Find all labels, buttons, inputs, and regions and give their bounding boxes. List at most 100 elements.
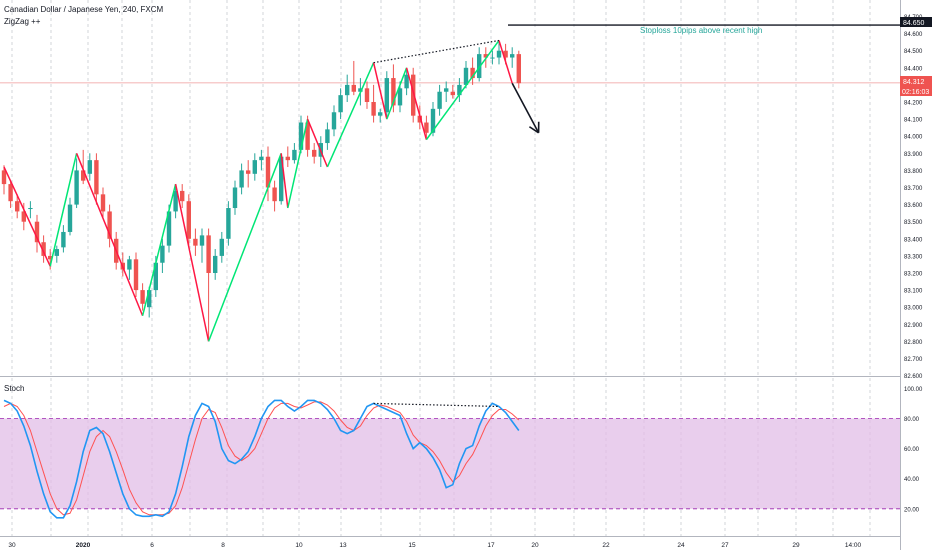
price-pane [0, 24, 900, 342]
candle-body [74, 170, 79, 205]
time-tick-label: 20 [531, 542, 539, 549]
price-tick-label: 84.500 [904, 49, 923, 55]
stoch-d-line [3, 401, 520, 516]
zigzag-segment [306, 118, 329, 168]
countdown-badge [900, 86, 932, 96]
candle-body [463, 67, 469, 85]
candle-body [272, 187, 277, 202]
candle-body [292, 149, 297, 161]
price-tick-label: 82.800 [904, 340, 923, 346]
stoch-tick-label: 60.00 [904, 447, 920, 453]
stoploss-annotation: Stoploss 10pips above recent high [640, 26, 762, 35]
time-tick-label: 6 [150, 542, 154, 549]
candle-body [87, 160, 92, 174]
candle-body [397, 88, 403, 106]
price-tick-label: 84.400 [904, 66, 923, 72]
stoch-tick-label: 40.00 [904, 477, 920, 483]
candle-body [483, 54, 488, 58]
candle-body [166, 211, 172, 246]
price-tick-label: 84.100 [904, 118, 923, 124]
candle-body [503, 50, 508, 58]
candle-body [285, 156, 290, 161]
candle-body [298, 122, 304, 150]
candle-body [61, 231, 66, 248]
candle-body [516, 54, 521, 84]
zigzag-segment [75, 153, 144, 317]
stoch-lines [3, 399, 520, 519]
candle-body [325, 129, 330, 144]
candle-body [206, 235, 211, 273]
stoch-tick-label: 20.00 [904, 507, 920, 513]
price-tick-label: 84.000 [904, 135, 923, 141]
candle-body [107, 211, 112, 239]
price-tick-label: 83.300 [904, 254, 923, 260]
candlesticks [1, 40, 521, 342]
stop-price-badge [900, 17, 932, 27]
candle-body [450, 91, 455, 96]
candle-body [186, 201, 191, 239]
time-axis: 30 2020 6 8 10 13 15 17 20 22 24 27 29 14:00 [8, 542, 861, 549]
candle-body [430, 108, 436, 133]
candle-body [239, 170, 244, 188]
price-tick-label: 84.200 [904, 101, 923, 107]
zigzag-segment [372, 62, 388, 120]
price-axis: 84.70084.60084.50084.40084.30084.20084.1… [904, 15, 923, 380]
price-tick-label: 83.500 [904, 220, 923, 226]
current-price-badge [900, 76, 932, 86]
candle-body [510, 54, 515, 58]
candle-body [8, 184, 13, 202]
candle-body [133, 259, 139, 291]
zigzag-segment [405, 67, 428, 140]
candle-body [100, 194, 106, 212]
zigzag-segment [425, 39, 500, 141]
price-tick-label: 83.100 [904, 289, 923, 295]
countdown-label: 02:16:03 [902, 89, 929, 96]
symbol-title: Canadian Dollar / Japanese Yen, 240, FXC… [4, 5, 164, 14]
time-tick-label: 2020 [76, 542, 91, 549]
candle-body [384, 78, 389, 113]
candle-body [259, 156, 264, 161]
candle-body [226, 208, 231, 239]
zigzag-segment [386, 67, 408, 120]
candle-body [140, 290, 145, 304]
candle-body [424, 122, 429, 133]
indicator-label: ZigZag ++ [4, 17, 41, 26]
arrow-head [528, 126, 540, 134]
candle-body [391, 78, 396, 106]
candle-body [160, 245, 165, 263]
stoch-k-line [3, 399, 520, 519]
stoch-tick-label: 100.00 [904, 387, 923, 393]
arrow-shaft [511, 82, 540, 134]
zigzag-segment [280, 153, 289, 209]
candle-body [265, 156, 271, 188]
price-tick-label: 83.900 [904, 152, 923, 158]
projection-arrow [511, 82, 540, 134]
time-tick-label: 17 [487, 542, 495, 549]
candle-body [312, 149, 317, 157]
price-tick-label: 82.600 [904, 374, 923, 380]
candle-body [213, 255, 218, 273]
price-tick-label: 82.900 [904, 323, 923, 329]
time-tick-label: 14:00 [845, 542, 862, 549]
price-tick-label: 84.600 [904, 32, 923, 38]
candle-body [180, 190, 185, 202]
candle-body [496, 50, 502, 58]
candle-body [305, 122, 310, 150]
candle-body [67, 204, 73, 232]
candle-body [345, 84, 350, 96]
price-tick-label: 83.000 [904, 306, 923, 312]
current-price-label: 84.312 [903, 79, 925, 86]
stoch-pane [0, 399, 900, 519]
candle-body [28, 208, 33, 210]
candle-body [411, 74, 416, 116]
price-tick-label: 82.700 [904, 357, 923, 363]
candle-body [81, 170, 86, 181]
zigzag-indicator [3, 39, 513, 342]
candle-body [490, 57, 495, 59]
stoch-axis: 100.00 80.00 60.00 40.00 20.00 [904, 387, 923, 513]
candle-body [41, 242, 46, 256]
candle-body [127, 259, 132, 270]
candle-body [358, 88, 363, 92]
candle-body [173, 190, 178, 212]
